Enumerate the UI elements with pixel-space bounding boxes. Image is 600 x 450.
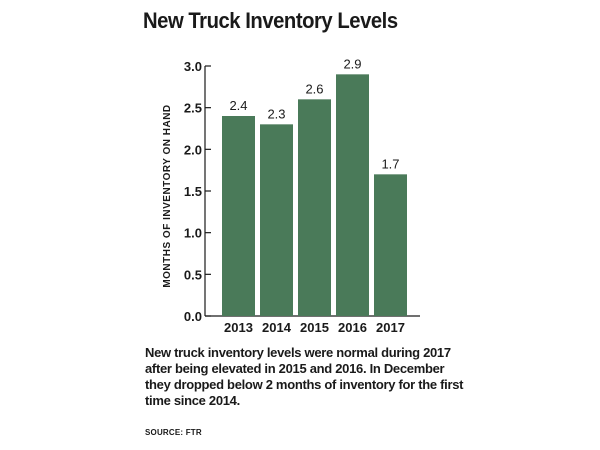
bars: 2.4 2013 2.3 2014 2.6 2015 2.9 2016 1.7 2017 <box>222 56 407 335</box>
bar-value-label: 1.7 <box>381 156 399 171</box>
chart-caption: New truck inventory levels were normal d… <box>145 345 464 408</box>
bar-2016 <box>336 74 369 316</box>
chart-title: New Truck Inventory Levels <box>143 8 398 33</box>
y-tick-label: 2.0 <box>184 142 202 157</box>
x-tick-label: 2015 <box>300 320 329 335</box>
y-tick-label: 0.5 <box>184 267 202 282</box>
bar-2014 <box>260 124 293 316</box>
bar-2015 <box>298 99 331 316</box>
y-tick-label: 1.0 <box>184 226 202 241</box>
y-tick-label: 3.0 <box>184 59 202 74</box>
y-tick-label: 2.5 <box>184 101 202 116</box>
source-note: SOURCE: FTR <box>145 428 202 437</box>
bar-value-label: 2.9 <box>343 56 361 71</box>
bar-2013 <box>222 116 255 316</box>
y-axis-label: MONTHS OF INVENTORY ON HAND <box>162 104 173 287</box>
bar-value-label: 2.6 <box>305 81 323 96</box>
y-tick-label: 0.0 <box>184 309 202 324</box>
bar-value-label: 2.3 <box>267 106 285 121</box>
x-tick-label: 2017 <box>376 320 405 335</box>
x-tick-label: 2014 <box>262 320 292 335</box>
bar-2017 <box>374 174 407 316</box>
x-tick-label: 2013 <box>224 320 253 335</box>
x-tick-label: 2016 <box>338 320 367 335</box>
bar-chart: 0.00.51.01.52.02.53.0 2.420132.320142.62… <box>162 56 420 335</box>
y-tick-label: 1.5 <box>184 184 202 199</box>
bar-value-label: 2.4 <box>229 98 247 113</box>
